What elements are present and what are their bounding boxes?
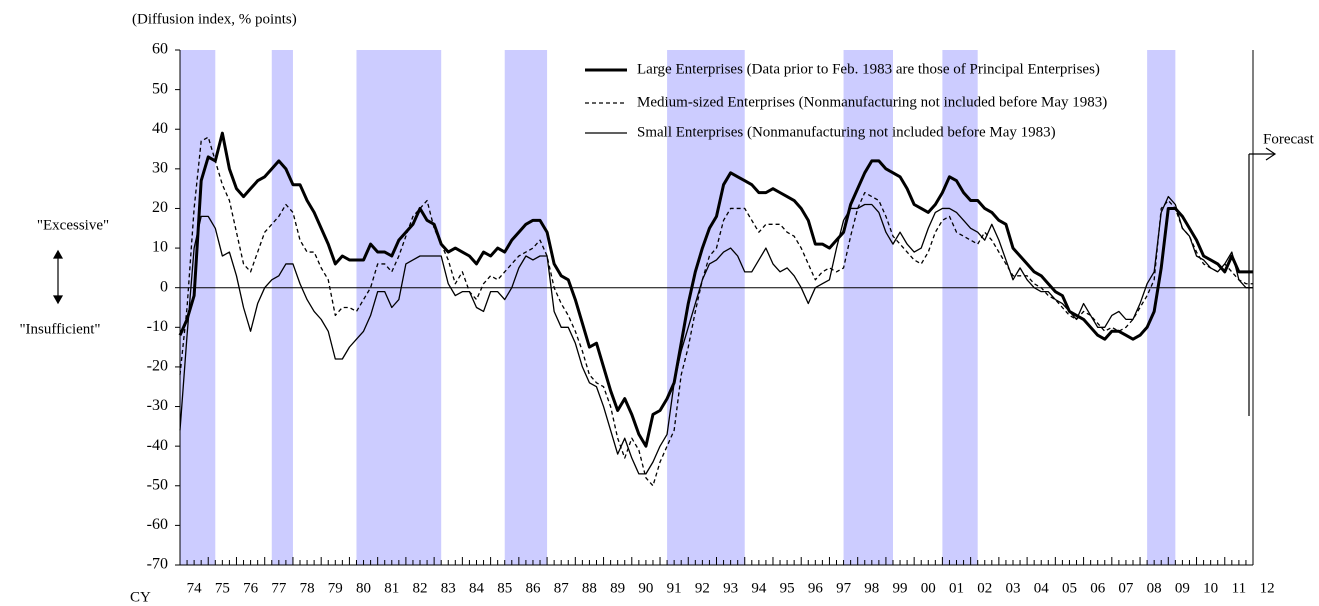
forecast-label: Forecast <box>1263 131 1315 147</box>
x-tick-label: 78 <box>300 580 315 596</box>
x-tick-label: 86 <box>525 580 541 596</box>
double-arrow <box>52 249 64 305</box>
y-tick-label: -10 <box>147 318 168 335</box>
shaded-period <box>1147 50 1176 565</box>
x-tick-label: 94 <box>751 580 767 596</box>
y-tick-label: -70 <box>147 556 168 573</box>
y-tick-label: 60 <box>152 41 168 58</box>
x-tick-label: 88 <box>582 580 597 596</box>
series-line <box>179 136 1253 487</box>
x-tick-label: 91 <box>667 580 682 596</box>
x-tick-label: 82 <box>413 580 428 596</box>
y-tick-label: -20 <box>147 358 168 375</box>
shaded-period <box>271 50 293 565</box>
y-tick-label: 50 <box>152 80 168 97</box>
shaded-period <box>180 50 216 565</box>
y-tick-label: -30 <box>147 397 168 414</box>
insufficient-label: "Insufficient" <box>19 321 100 337</box>
x-tick-label: 79 <box>328 580 343 596</box>
legend-label: Large Enterprises (Data prior to Feb. 19… <box>637 61 1100 77</box>
x-tick-label: 92 <box>695 580 710 596</box>
x-tick-label: 05 <box>1062 580 1077 596</box>
x-tick-label: 99 <box>893 580 908 596</box>
y-tick-label: -60 <box>147 516 168 533</box>
x-tick-label: 98 <box>864 580 879 596</box>
x-tick-label: 95 <box>780 580 795 596</box>
series-line <box>179 195 1253 475</box>
x-tick-label: 08 <box>1147 580 1162 596</box>
x-tick-label: 11 <box>1232 580 1246 596</box>
x-tick-label: 12 <box>1260 580 1275 596</box>
x-tick-label: 84 <box>469 580 485 596</box>
y-tick-label: -40 <box>147 437 168 454</box>
x-tick-label: 03 <box>1005 580 1020 596</box>
y-tick-label: 10 <box>152 239 168 256</box>
x-tick-label: 02 <box>977 580 992 596</box>
excessive-label: "Excessive" <box>37 217 109 233</box>
x-tick-label: 01 <box>949 580 964 596</box>
y-tick-label: 40 <box>152 120 168 137</box>
x-tick-label: 76 <box>243 580 259 596</box>
y-tick-label: 20 <box>152 199 168 216</box>
x-tick-label: 07 <box>1118 580 1134 596</box>
x-tick-label: 90 <box>638 580 653 596</box>
x-unit-label: CY <box>130 589 151 605</box>
x-tick-label: 81 <box>384 580 399 596</box>
shaded-period <box>667 50 745 565</box>
x-tick-label: 87 <box>554 580 570 596</box>
x-tick-label: 00 <box>921 580 936 596</box>
x-tick-label: 96 <box>808 580 824 596</box>
x-tick-label: 89 <box>610 580 625 596</box>
x-tick-label: 93 <box>723 580 738 596</box>
x-tick-label: 09 <box>1175 580 1190 596</box>
y-tick-label: 30 <box>152 160 168 177</box>
x-tick-label: 83 <box>441 580 456 596</box>
y-tick-label: 0 <box>160 278 168 295</box>
shaded-period <box>942 50 978 565</box>
x-tick-label: 10 <box>1203 580 1218 596</box>
legend-label: Small Enterprises (Nonmanufacturing not … <box>637 124 1056 140</box>
y-tick-label: -50 <box>147 476 168 493</box>
shaded-period <box>356 50 442 565</box>
x-tick-label: 80 <box>356 580 371 596</box>
x-tick-label: 85 <box>497 580 512 596</box>
x-tick-label: 97 <box>836 580 852 596</box>
x-tick-label: 74 <box>187 580 203 596</box>
legend-label: Medium-sized Enterprises (Nonmanufacturi… <box>637 94 1107 110</box>
shaded-period <box>504 50 548 565</box>
x-tick-label: 75 <box>215 580 230 596</box>
x-tick-label: 04 <box>1034 580 1050 596</box>
x-tick-label: 77 <box>271 580 287 596</box>
subtitle: (Diffusion index, % points) <box>132 11 297 27</box>
series-line <box>178 131 1253 448</box>
x-tick-label: 06 <box>1090 580 1106 596</box>
shaded-period <box>843 50 893 565</box>
